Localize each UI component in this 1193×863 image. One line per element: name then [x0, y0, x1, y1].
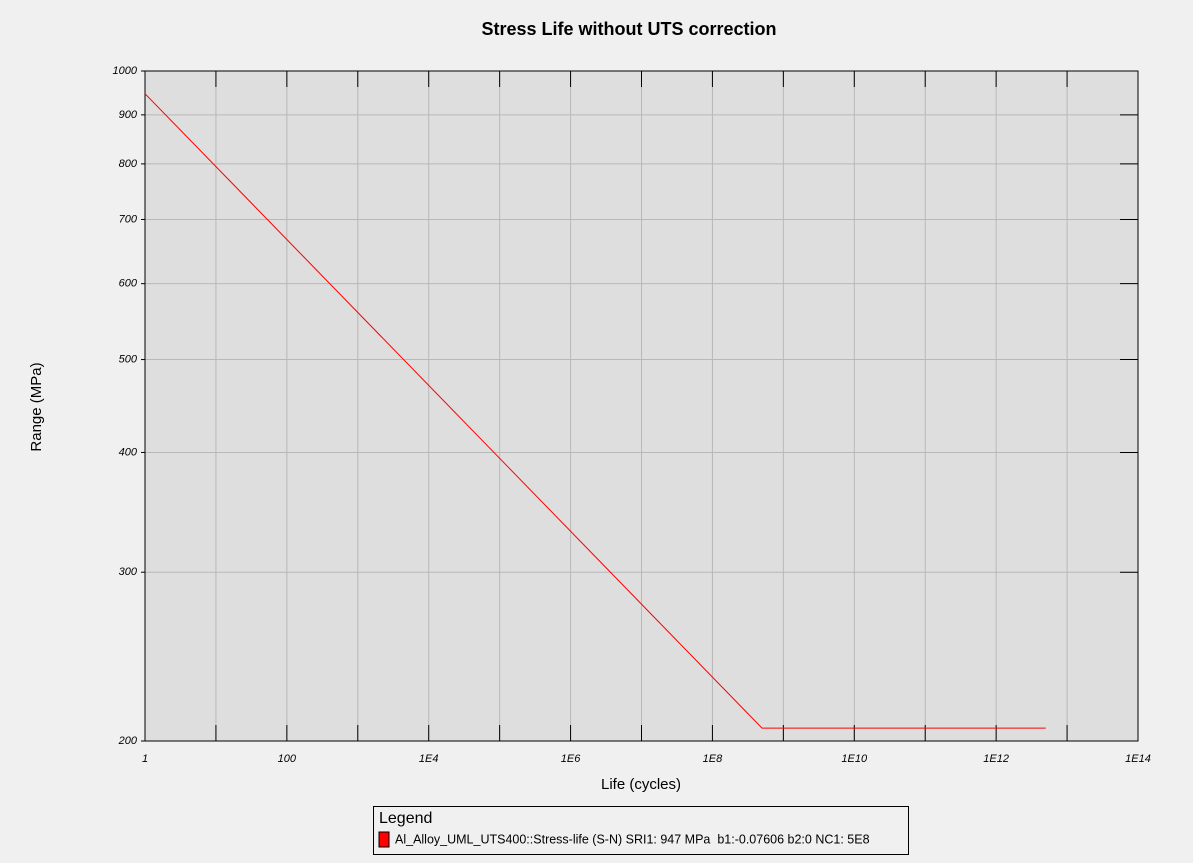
legend-entry: Al_Alloy_UML_UTS400::Stress-life (S-N) S…	[395, 832, 870, 846]
y-tick-label: 300	[119, 566, 138, 578]
legend-title: Legend	[379, 810, 432, 827]
y-tick-label: 1000	[113, 65, 138, 77]
legend-swatch	[378, 831, 390, 848]
y-tick-label: 700	[119, 213, 138, 225]
series-line	[144, 93, 1046, 729]
x-tick-label: 100	[278, 753, 297, 765]
x-tick-label: 1E4	[419, 753, 439, 765]
y-tick-label: 500	[119, 353, 138, 365]
x-axis-label: Life (cycles)	[601, 776, 681, 793]
y-tick-label: 800	[119, 158, 138, 170]
x-tick-label: 1	[142, 753, 148, 765]
x-tick-label: 1E14	[1125, 753, 1151, 765]
x-tick-label: 1E8	[703, 753, 723, 765]
x-tick-label: 1E6	[561, 753, 581, 765]
y-tick-label: 200	[118, 735, 138, 747]
y-tick-label: 600	[119, 278, 138, 290]
chart-title: Stress Life without UTS correction	[481, 19, 776, 39]
y-tick-label: 400	[119, 446, 138, 458]
x-tick-label: 1E10	[841, 753, 868, 765]
y-axis-label: Range (MPa)	[28, 362, 45, 451]
plot-border	[144, 70, 1139, 742]
legend-box	[373, 806, 909, 855]
x-tick-label: 1E12	[983, 753, 1009, 765]
y-tick-label: 900	[119, 109, 138, 121]
